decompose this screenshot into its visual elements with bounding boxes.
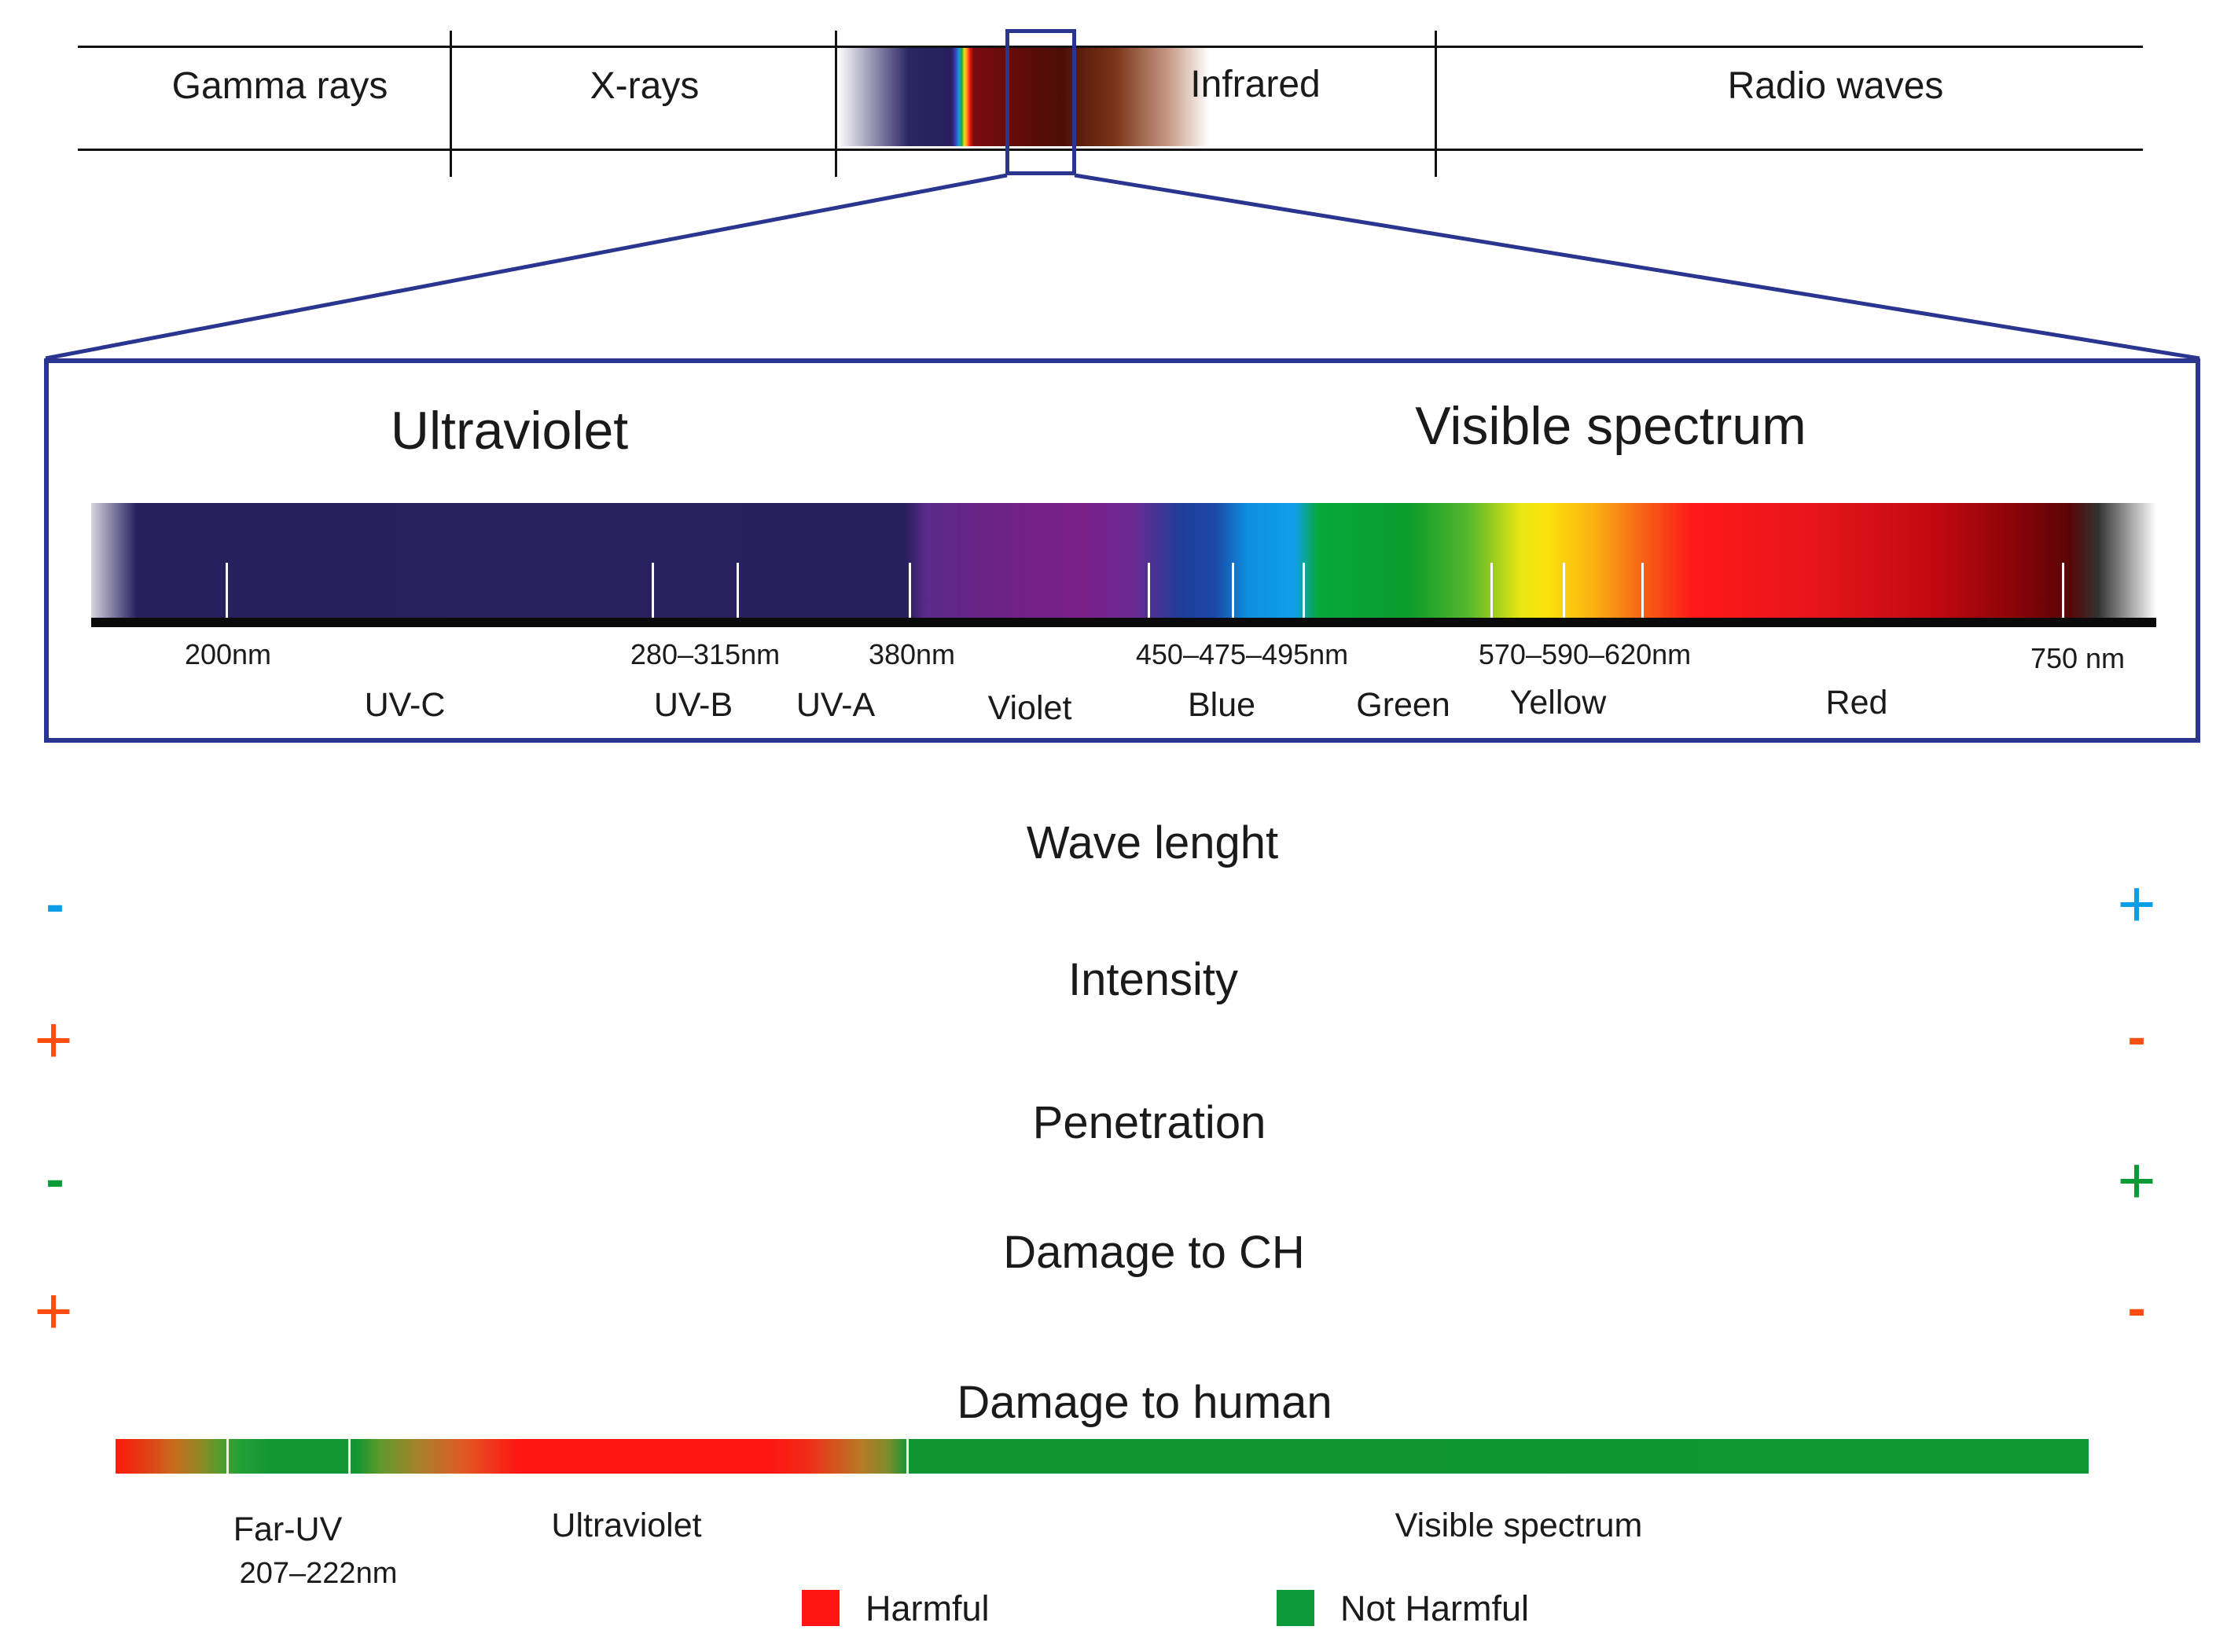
tick-280nm	[652, 563, 654, 621]
penetration-title: Penetration	[1032, 1097, 1266, 1148]
legend-not-harmful-swatch	[1277, 1590, 1314, 1626]
wavelength-title: Wave lenght	[1026, 817, 1279, 868]
far-uv-range: 207–222nm	[239, 1557, 398, 1590]
nm-label-570-620: 570–590–620nm	[1478, 638, 1692, 670]
nm-label-450-495: 450–475–495nm	[1135, 638, 1349, 670]
legend-not-harmful-label: Not Harmful	[1340, 1588, 1530, 1628]
nm-label-200: 200nm	[184, 638, 272, 670]
spectrum-axis	[91, 618, 2156, 627]
em-spectrum-band	[78, 31, 2143, 177]
damage-ch-title: Damage to CH	[1003, 1227, 1305, 1278]
tick-315nm	[737, 563, 739, 621]
tick-570nm	[1490, 563, 1493, 621]
intensity-plus-sign: +	[34, 1003, 73, 1077]
human-bar-divider	[226, 1439, 229, 1474]
band-divider	[835, 31, 837, 177]
nm-label-750: 750 nm	[2030, 642, 2126, 674]
band-divider	[450, 31, 452, 177]
damage-ch-minus-sign: -	[2127, 1277, 2146, 1338]
region-uvc: UV-C	[364, 686, 446, 724]
intensity-title: Intensity	[1068, 954, 1238, 1005]
intensity-minus-sign: -	[2127, 1006, 2146, 1067]
damage-ch-plus-sign: +	[34, 1274, 73, 1348]
far-uv-label: Far-UV	[233, 1511, 343, 1548]
penetration-plus-sign: +	[2117, 1144, 2156, 1217]
zoom-source-frame	[1005, 29, 1076, 175]
band-label-xrays: X-rays	[590, 65, 700, 107]
band-divider	[1435, 31, 1437, 177]
damage-human-title: Damage to human	[957, 1377, 1332, 1428]
ultraviolet-heading: Ultraviolet	[390, 401, 629, 461]
spectrum-detail-frame	[44, 358, 2200, 743]
visible-spectrum-heading: Visible spectrum	[1415, 396, 1806, 456]
damage-human-bar	[116, 1439, 2089, 1474]
tick-495nm	[1303, 563, 1305, 621]
region-red: Red	[1825, 684, 1888, 721]
em-spectrum-gradient	[837, 48, 1285, 146]
tick-380nm	[909, 563, 911, 621]
tick-620nm	[1641, 563, 1644, 621]
wavelength-plus-sign: +	[2117, 867, 2156, 941]
region-green: Green	[1356, 686, 1450, 724]
tick-450nm	[1148, 563, 1150, 621]
region-blue: Blue	[1187, 686, 1256, 724]
human-bar-divider	[348, 1439, 351, 1474]
legend-harmful-swatch	[802, 1590, 840, 1626]
region-yellow: Yellow	[1509, 684, 1607, 721]
region-uva: UV-A	[796, 686, 876, 724]
nm-label-280-315: 280–315nm	[630, 638, 781, 670]
band-label-radio: Radio waves	[1727, 65, 1944, 107]
tick-750nm	[2062, 563, 2064, 621]
tick-475nm	[1232, 563, 1234, 621]
zoom-connector-lines	[45, 173, 2200, 361]
legend-harmful-label: Harmful	[865, 1588, 990, 1628]
band-label-gamma: Gamma rays	[171, 65, 388, 107]
uv-visible-gradient	[91, 503, 2156, 621]
tick-590nm	[1563, 563, 1565, 621]
nm-label-380: 380nm	[868, 638, 956, 670]
ultraviolet-label: Ultraviolet	[551, 1507, 702, 1544]
region-violet: Violet	[987, 689, 1072, 727]
band-label-infrared: Infrared	[1190, 64, 1321, 105]
wavelength-minus-sign: -	[46, 873, 64, 934]
region-uvb: UV-B	[653, 686, 733, 724]
tick-200nm	[226, 563, 228, 621]
visible-spectrum-label: Visible spectrum	[1395, 1507, 1643, 1544]
human-bar-divider	[906, 1439, 909, 1474]
penetration-minus-sign: -	[46, 1148, 64, 1210]
